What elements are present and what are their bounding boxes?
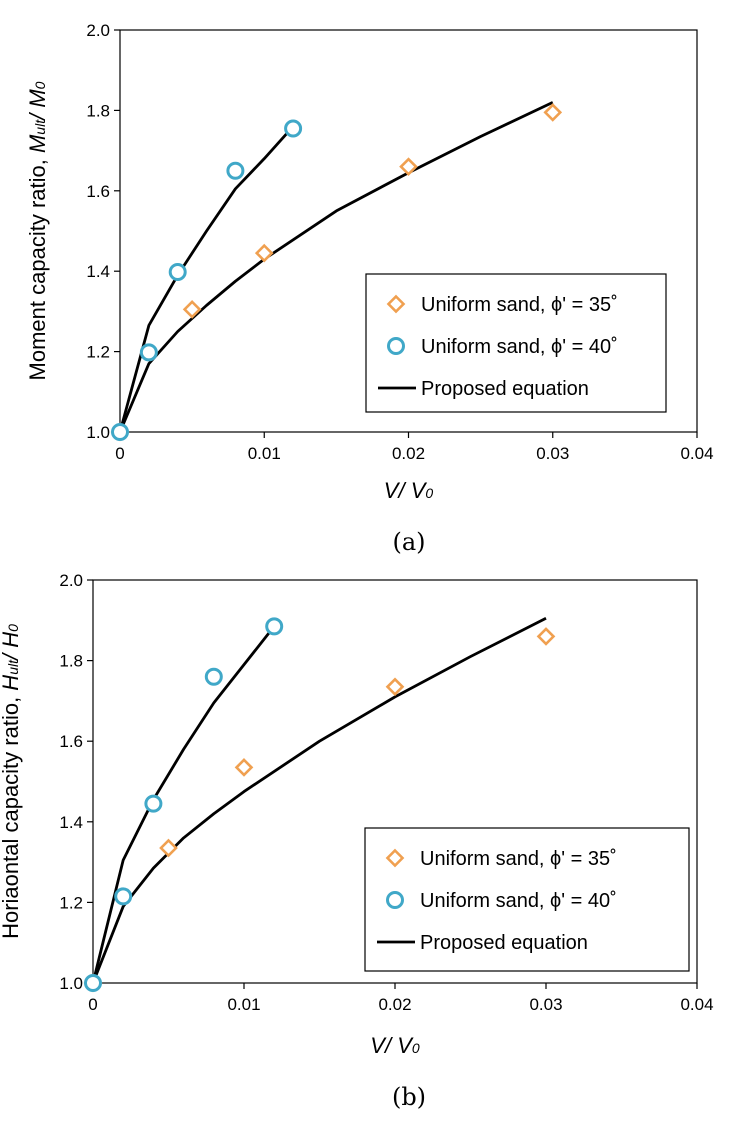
phi35-point	[159, 838, 178, 858]
phi40-point	[114, 887, 133, 906]
figure-caption: (b)	[392, 1083, 426, 1111]
phi40-point	[204, 667, 223, 686]
phi40-point	[111, 423, 129, 441]
phi40-point	[144, 794, 163, 813]
proposed-equation-line	[91, 617, 547, 984]
y-axis-label: Horiaontal capacity ratio, Hult/ H0	[0, 624, 23, 939]
legend-label: Proposed equation	[420, 932, 588, 954]
x-tick-label: 0.04	[680, 444, 713, 463]
y-tick-label: 1.0	[86, 423, 110, 442]
phi35-point	[182, 300, 202, 319]
phi40-point	[226, 161, 245, 180]
figure-caption: (a)	[392, 528, 425, 556]
x-axis-label: V/ V0	[370, 1033, 420, 1058]
phi35-point	[234, 758, 254, 777]
x-tick-label: 0	[88, 995, 97, 1014]
y-tick-label: 2.0	[86, 21, 110, 40]
x-tick-label: 0.03	[536, 444, 569, 463]
legend-label: Uniform sand, ϕ' = 35˚	[421, 294, 618, 316]
legend-label: Uniform sand, ϕ' = 40˚	[420, 890, 617, 912]
phi35-point	[385, 677, 405, 697]
x-tick-label: 0.01	[227, 995, 260, 1014]
legend-symbol-circle	[387, 337, 405, 355]
proposed-equation-line	[118, 125, 295, 433]
y-tick-label: 1.2	[86, 343, 110, 362]
phi40-point	[265, 617, 284, 636]
legend-symbol-diamond	[385, 848, 405, 868]
x-tick-label: 0.02	[378, 995, 411, 1014]
phi40-point	[139, 343, 158, 362]
x-tick-label: 0.01	[248, 444, 281, 463]
legend-label: Uniform sand, ϕ' = 35˚	[420, 848, 617, 870]
phi35-point	[543, 103, 563, 122]
y-tick-label: 1.0	[59, 974, 83, 993]
chart-b: 1.0 1.2 1.4 1.6 1.8 2.0 0 0.01 0.02 0.03 0.04 V/ V0…	[0, 571, 714, 1111]
y-tick-label: 1.8	[59, 652, 83, 671]
y-tick-label: 1.6	[59, 732, 83, 751]
phi40-point	[84, 974, 102, 992]
phi35-point	[254, 243, 274, 263]
x-tick-label: 0	[115, 444, 124, 463]
y-tick-label: 1.4	[86, 262, 110, 281]
y-tick-label: 2.0	[59, 571, 83, 590]
proposed-equation-line	[118, 101, 554, 433]
legend-box	[364, 827, 690, 972]
phi40-point	[284, 119, 303, 138]
x-tick-label: 0.02	[392, 444, 425, 463]
y-tick-label: 1.6	[86, 182, 110, 201]
y-tick-label: 1.2	[59, 893, 83, 912]
legend-label: Proposed equation	[421, 378, 589, 400]
legend-symbol-diamond	[386, 294, 406, 314]
legend-symbol-circle	[386, 891, 404, 909]
x-axis-label: V/ V0	[384, 478, 434, 503]
chart-a: 1.0 1.2 1.4 1.6 1.8 2.0 0 0.01 0.02 0.03 0.04 V/ V0…	[25, 21, 714, 556]
y-tick-label: 1.8	[86, 101, 110, 120]
y-tick-label: 1.4	[59, 813, 83, 832]
proposed-equation-line	[91, 625, 276, 984]
phi35-point	[536, 627, 556, 646]
x-tick-label: 0.03	[529, 995, 562, 1014]
legend-label: Uniform sand, ϕ' = 40˚	[421, 336, 618, 358]
x-tick-label: 0.04	[680, 995, 713, 1014]
y-axis-label: Moment capacity ratio, Mult/ M0	[25, 81, 50, 380]
phi40-point	[168, 263, 187, 282]
phi35-point	[399, 157, 418, 177]
